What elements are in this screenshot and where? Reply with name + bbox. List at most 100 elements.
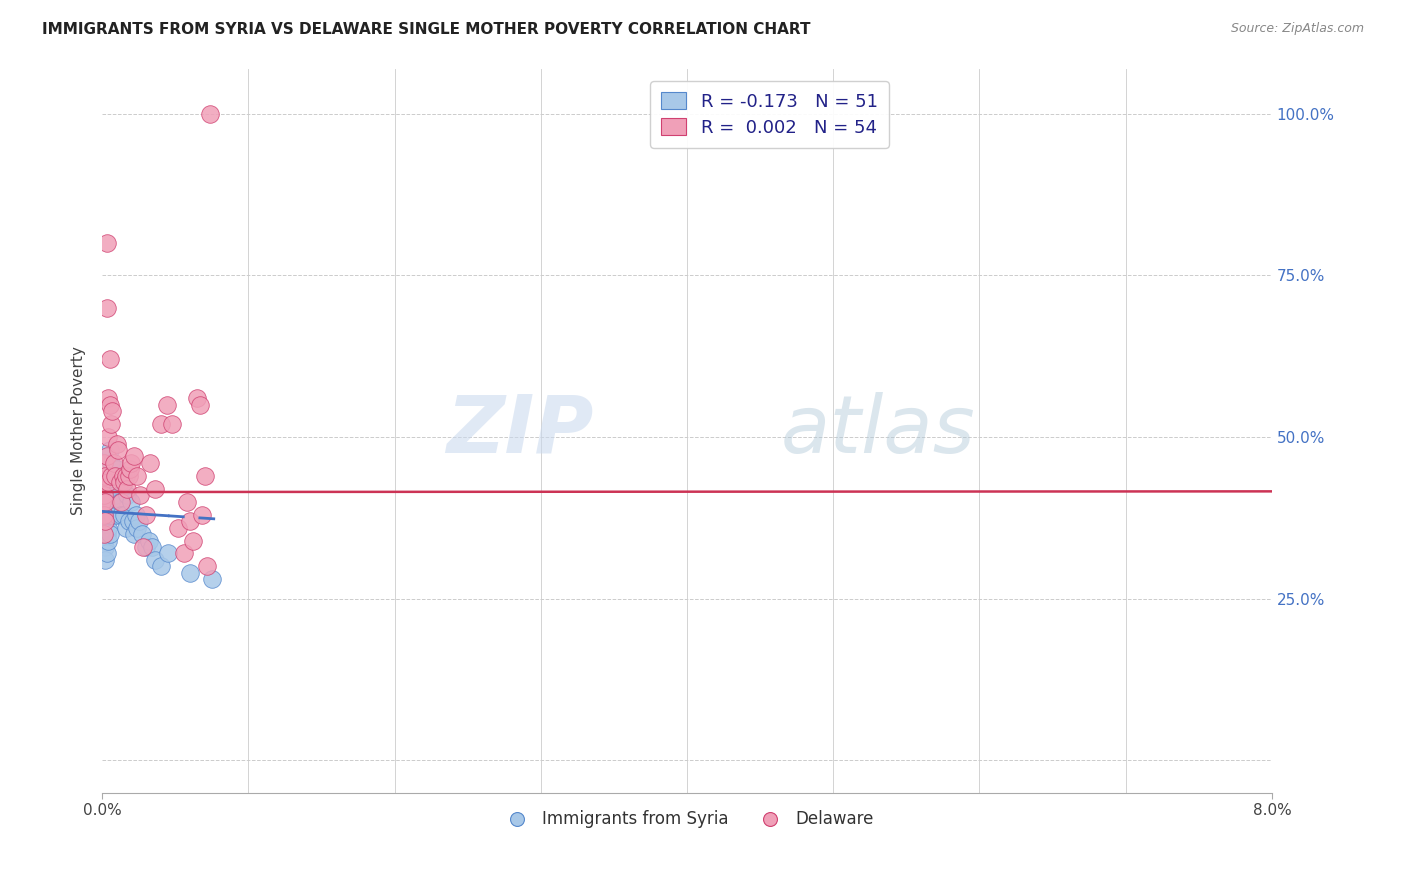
Point — [112, 475, 135, 490]
Point — [112, 508, 135, 522]
Point — [91, 508, 114, 522]
Point — [94, 540, 117, 554]
Point — [103, 456, 125, 470]
Point — [186, 391, 208, 405]
Point — [181, 533, 204, 548]
Point — [93, 488, 115, 502]
Point — [103, 475, 125, 490]
Point — [100, 468, 122, 483]
Point — [100, 494, 122, 508]
Point — [149, 417, 172, 431]
Text: Source: ZipAtlas.com: Source: ZipAtlas.com — [1230, 22, 1364, 36]
Point — [162, 417, 184, 431]
Point — [117, 468, 139, 483]
Point — [97, 533, 120, 548]
Point — [93, 456, 115, 470]
Point — [93, 514, 115, 528]
Point — [131, 527, 153, 541]
Point — [98, 508, 121, 522]
Point — [108, 494, 131, 508]
Point — [179, 514, 201, 528]
Point — [128, 514, 150, 528]
Point — [155, 398, 177, 412]
Point — [135, 540, 157, 554]
Point — [104, 488, 127, 502]
Point — [188, 398, 211, 412]
Point — [101, 404, 124, 418]
Point — [105, 508, 128, 522]
Point — [149, 559, 172, 574]
Point — [125, 508, 148, 522]
Point — [96, 514, 118, 528]
Point — [200, 107, 222, 121]
Point — [98, 352, 121, 367]
Point — [96, 527, 118, 541]
Point — [117, 514, 139, 528]
Point — [97, 508, 120, 522]
Point — [179, 566, 201, 580]
Point — [94, 553, 117, 567]
Point — [104, 468, 127, 483]
Point — [201, 572, 224, 586]
Point — [108, 475, 131, 490]
Point — [115, 488, 138, 502]
Point — [107, 468, 129, 483]
Point — [96, 301, 118, 315]
Point — [111, 475, 134, 490]
Point — [139, 456, 162, 470]
Point — [167, 520, 190, 534]
Point — [114, 520, 136, 534]
Point — [124, 450, 146, 464]
Point — [91, 494, 114, 508]
Point — [98, 442, 121, 457]
Point — [107, 442, 129, 457]
Point — [93, 533, 115, 548]
Point — [120, 456, 142, 470]
Text: ZIP: ZIP — [446, 392, 593, 469]
Point — [111, 468, 134, 483]
Point — [190, 508, 212, 522]
Point — [101, 508, 124, 522]
Legend: Immigrants from Syria, Delaware: Immigrants from Syria, Delaware — [494, 804, 880, 835]
Point — [173, 546, 195, 560]
Point — [97, 520, 120, 534]
Point — [122, 514, 145, 528]
Point — [127, 468, 149, 483]
Point — [127, 520, 149, 534]
Y-axis label: Single Mother Poverty: Single Mother Poverty — [72, 346, 86, 515]
Point — [97, 391, 120, 405]
Point — [96, 501, 118, 516]
Point — [94, 482, 117, 496]
Point — [101, 468, 124, 483]
Point — [156, 546, 179, 560]
Point — [94, 514, 117, 528]
Point — [96, 236, 118, 251]
Point — [138, 533, 160, 548]
Point — [93, 527, 115, 541]
Point — [120, 494, 142, 508]
Point — [110, 508, 132, 522]
Point — [96, 546, 118, 560]
Point — [98, 482, 121, 496]
Text: atlas: atlas — [780, 392, 976, 469]
Point — [115, 482, 138, 496]
Point — [97, 475, 120, 490]
Point — [118, 462, 141, 476]
Point — [143, 482, 166, 496]
Point — [94, 520, 117, 534]
Point — [98, 527, 121, 541]
Point — [94, 494, 117, 508]
Point — [93, 494, 115, 508]
Point — [132, 540, 155, 554]
Point — [100, 417, 122, 431]
Point — [93, 508, 115, 522]
Point — [91, 475, 114, 490]
Point — [98, 398, 121, 412]
Point — [110, 494, 132, 508]
Point — [124, 527, 146, 541]
Point — [135, 508, 157, 522]
Point — [91, 527, 114, 541]
Point — [105, 436, 128, 450]
Point — [129, 488, 152, 502]
Point — [105, 462, 128, 476]
